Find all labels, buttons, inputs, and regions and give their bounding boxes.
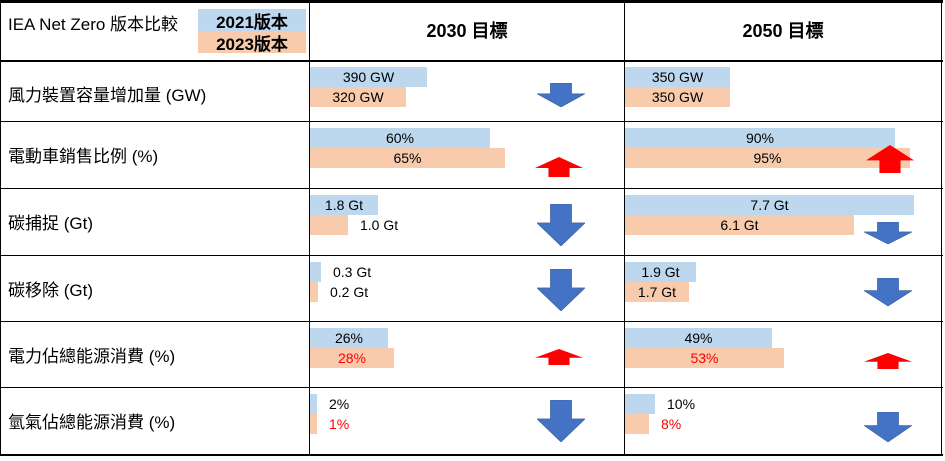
bar-y2030-2021	[310, 67, 427, 87]
arrow-down-icon	[536, 203, 586, 251]
bar-y2050-2021	[625, 262, 696, 282]
bar-value-y2030-2021: 26%	[334, 330, 364, 346]
bar-y2030-2023	[310, 87, 406, 107]
bar-value-y2050-2021: 350 GW	[651, 69, 704, 85]
bar-value-y2030-2023: 320 GW	[332, 89, 384, 105]
legend-2021-label: 2021版本	[216, 12, 288, 32]
grid-hline	[0, 0, 943, 3]
column-header-2030: 2030 目標	[310, 0, 624, 60]
bar-value-y2050-2023: 95%	[753, 150, 782, 166]
bar-value-y2030-2023: 65%	[393, 150, 422, 166]
row-label: 氫氣佔總能源消費 (%)	[8, 412, 176, 432]
grid-vline	[624, 0, 625, 455]
arrow-up-icon	[535, 157, 583, 182]
bar-y2030-2021	[310, 128, 490, 148]
bar-value-y2050-2023: 53%	[690, 350, 719, 366]
bar-value-y2030-2023: 28%	[337, 350, 367, 366]
arrow-up-icon	[535, 349, 583, 370]
column-header-2050: 2050 目標	[625, 0, 941, 60]
row-label: 風力裝置容量增加量 (GW)	[8, 85, 207, 105]
arrow-down-icon	[863, 411, 913, 447]
bar-value-y2050-2021: 10%	[667, 396, 696, 412]
grid-vline	[0, 0, 1, 455]
bar-y2050-2023	[625, 148, 910, 168]
bar-y2050-2021	[625, 394, 655, 414]
bar-value-y2030-2021: 390 GW	[342, 69, 395, 85]
bar-value-y2030-2021: 1.8 Gt	[324, 197, 364, 213]
bar-y2030-2023	[310, 414, 317, 434]
bar-y2050-2021	[625, 67, 730, 87]
bar-y2050-2021	[625, 128, 895, 148]
bar-value-y2030-2023: 1%	[329, 416, 350, 432]
legend-2023-label: 2023版本	[216, 34, 288, 54]
grid-hline	[0, 60, 943, 62]
row-label: 碳移除 (Gt)	[8, 280, 93, 300]
grid-vline	[941, 0, 942, 455]
bar-value-y2050-2021: 49%	[684, 330, 713, 346]
bar-y2050-2023	[625, 215, 854, 235]
row-label: 碳捕捉 (Gt)	[8, 213, 93, 233]
table-title: IEA Net Zero 版本比較	[8, 15, 179, 34]
bar-y2050-2023	[625, 282, 689, 302]
bar-y2050-2023	[625, 87, 730, 107]
bar-y2030-2021	[310, 262, 321, 282]
bar-y2050-2023	[625, 348, 784, 368]
grid-vline	[309, 0, 310, 455]
bar-value-y2030-2023: 0.2 Gt	[330, 284, 369, 300]
grid-hline	[0, 387, 943, 388]
column-header-2050-label: 2050 目標	[742, 21, 824, 41]
bar-y2030-2023	[310, 215, 348, 235]
bar-y2050-2023	[625, 414, 649, 434]
row-label: 電動車銷售比例 (%)	[8, 146, 159, 166]
legend-2023: 2023版本	[198, 31, 306, 54]
grid-hline	[0, 188, 943, 189]
arrow-down-icon	[536, 268, 586, 316]
column-header-2030-label: 2030 目標	[426, 21, 508, 41]
grid-hline	[0, 121, 943, 122]
bar-value-y2050-2023: 8%	[661, 416, 682, 432]
bar-value-y2030-2021: 60%	[385, 130, 415, 146]
arrow-down-icon	[863, 221, 913, 249]
bar-y2030-2021	[310, 195, 378, 215]
arrow-up-icon	[866, 145, 914, 178]
bar-y2050-2021	[625, 328, 772, 348]
arrow-down-icon	[862, 277, 914, 311]
arrow-up-icon	[864, 353, 912, 374]
bar-value-y2050-2021: 7.7 Gt	[750, 197, 789, 213]
bar-y2050-2021	[625, 195, 914, 215]
bar-y2030-2023	[310, 148, 505, 168]
bar-y2030-2023	[310, 282, 318, 302]
bar-y2030-2021	[310, 328, 388, 348]
arrow-down-icon	[536, 399, 586, 447]
bar-value-y2030-2021: 0.3 Gt	[333, 264, 372, 280]
bar-y2030-2023	[310, 348, 394, 368]
bar-value-y2030-2023: 1.0 Gt	[360, 217, 399, 233]
legend-2021: 2021版本	[198, 9, 306, 32]
arrow-down-icon	[536, 82, 586, 112]
grid-hline	[0, 321, 943, 322]
grid-hline	[0, 255, 943, 256]
bar-value-y2050-2023: 6.1 Gt	[720, 217, 759, 233]
bar-value-y2050-2021: 90%	[745, 130, 775, 146]
row-label: 電力佔總能源消費 (%)	[8, 346, 176, 366]
bar-value-y2050-2021: 1.9 Gt	[641, 264, 680, 280]
bar-value-y2030-2021: 2%	[329, 396, 350, 412]
bar-y2030-2021	[310, 394, 317, 414]
bar-value-y2050-2023: 1.7 Gt	[637, 284, 677, 300]
grid-hline	[0, 454, 943, 456]
bar-value-y2050-2023: 350 GW	[651, 89, 704, 105]
